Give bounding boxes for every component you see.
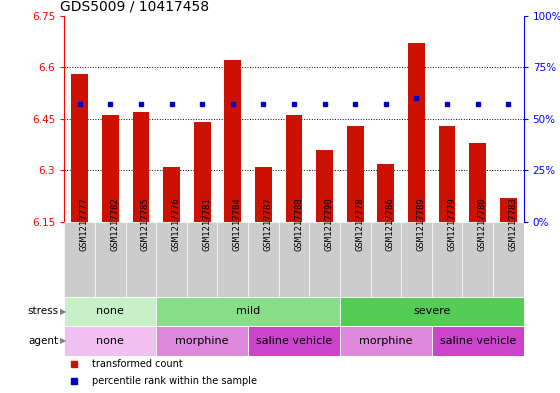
Text: agent: agent — [29, 336, 59, 346]
Bar — [156, 326, 248, 356]
Bar — [163, 167, 180, 222]
Bar — [279, 222, 309, 297]
Bar — [64, 326, 156, 356]
Bar — [194, 122, 211, 222]
Text: GSM1217788: GSM1217788 — [294, 197, 303, 251]
Bar — [469, 143, 486, 222]
Bar — [248, 326, 340, 356]
Bar — [340, 222, 371, 297]
Bar — [401, 222, 432, 297]
Bar — [371, 222, 401, 297]
Bar — [316, 150, 333, 222]
Bar — [432, 326, 524, 356]
Text: GSM1217780: GSM1217780 — [478, 197, 487, 251]
Bar — [500, 198, 517, 222]
Bar — [309, 222, 340, 297]
Bar — [225, 61, 241, 222]
Text: GSM1217778: GSM1217778 — [355, 197, 364, 251]
Text: GSM1217777: GSM1217777 — [80, 197, 88, 251]
Bar — [286, 116, 302, 222]
Text: GDS5009 / 10417458: GDS5009 / 10417458 — [60, 0, 209, 13]
Text: none: none — [96, 336, 124, 346]
Bar — [64, 297, 156, 326]
Bar — [347, 126, 363, 222]
Text: percentile rank within the sample: percentile rank within the sample — [92, 376, 257, 386]
Bar — [156, 222, 187, 297]
Bar — [255, 167, 272, 222]
Text: GSM1217782: GSM1217782 — [110, 197, 119, 251]
Bar — [125, 222, 156, 297]
Text: saline vehicle: saline vehicle — [256, 336, 332, 346]
Text: transformed count: transformed count — [92, 359, 183, 369]
Text: GSM1217784: GSM1217784 — [233, 197, 242, 251]
Bar — [217, 222, 248, 297]
Text: ▶: ▶ — [60, 307, 67, 316]
Bar — [432, 222, 463, 297]
Bar — [463, 222, 493, 297]
Bar — [340, 326, 432, 356]
Text: GSM1217786: GSM1217786 — [386, 197, 395, 251]
Text: severe: severe — [413, 307, 450, 316]
Bar — [95, 222, 125, 297]
Text: GSM1217789: GSM1217789 — [417, 197, 426, 251]
Text: stress: stress — [27, 307, 59, 316]
Bar — [156, 297, 340, 326]
Bar — [438, 126, 455, 222]
Text: mild: mild — [236, 307, 260, 316]
Text: GSM1217776: GSM1217776 — [171, 197, 180, 251]
Bar — [133, 112, 150, 222]
Bar — [493, 222, 524, 297]
Bar — [64, 222, 95, 297]
Text: GSM1217787: GSM1217787 — [263, 197, 272, 251]
Text: morphine: morphine — [359, 336, 413, 346]
Text: none: none — [96, 307, 124, 316]
Bar — [187, 222, 217, 297]
Bar — [248, 222, 279, 297]
Text: GSM1217779: GSM1217779 — [447, 197, 456, 251]
Text: ▶: ▶ — [60, 336, 67, 345]
Bar — [102, 116, 119, 222]
Text: GSM1217790: GSM1217790 — [325, 197, 334, 251]
Text: GSM1217783: GSM1217783 — [508, 197, 517, 251]
Text: GSM1217781: GSM1217781 — [202, 197, 211, 251]
Bar — [340, 297, 524, 326]
Text: GSM1217785: GSM1217785 — [141, 197, 150, 251]
Bar — [377, 163, 394, 222]
Bar — [71, 74, 88, 222]
Text: saline vehicle: saline vehicle — [440, 336, 516, 346]
Bar — [408, 43, 425, 222]
Text: morphine: morphine — [175, 336, 229, 346]
